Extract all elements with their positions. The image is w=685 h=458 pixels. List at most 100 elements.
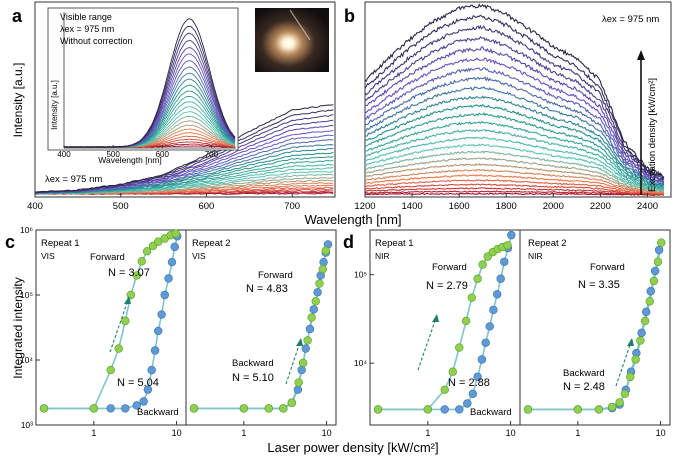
c-1-forward-point: [321, 246, 331, 255]
d-right-title: Repeat 2: [528, 238, 567, 249]
c-1-forward-point: [318, 264, 327, 274]
c-ytick-label-2: 10⁵: [20, 290, 33, 300]
c-right-backward-slope: N = 5.10: [232, 372, 274, 384]
d-ytick-label-0: 10⁴: [354, 358, 367, 368]
d-1-forward-point: [620, 389, 630, 399]
c-1-backward-point: [301, 344, 310, 353]
d-1-forward-point: [573, 405, 583, 414]
d-1-backward-point: [646, 287, 655, 296]
d-0-backward-fit: [378, 234, 513, 411]
c-0-forward-point: [121, 316, 130, 326]
b-curve-7: [364, 163, 665, 194]
inset-frame: [47, 7, 239, 151]
d-0-backward-point: [477, 355, 487, 364]
d-0-backward-point: [489, 305, 498, 315]
c-1-forward-point: [315, 279, 324, 288]
d-1-backward-point: [650, 266, 660, 276]
c-right-trend-arrowhead: [296, 338, 303, 346]
d-0-xtick-label-0: 1: [425, 428, 430, 438]
c-0-backward-point: [106, 404, 115, 413]
inset-text-correction: Without correction: [60, 36, 133, 46]
panel-d-label: d: [343, 232, 354, 252]
d-1-forward-point: [631, 355, 640, 364]
d-0-forward-point: [461, 316, 471, 326]
c-right-title: Repeat 2: [192, 238, 231, 249]
c-0-backward-point: [164, 274, 173, 283]
panel-c-plot: 10³ 10⁴ 10⁵ 10⁶ 1 10 1 10: [20, 225, 333, 438]
b-curve-2: [364, 187, 664, 196]
d-0-backward-point: [496, 274, 505, 283]
b-curve-16: [364, 95, 665, 187]
c-1-xtick-label-0: 1: [241, 428, 246, 438]
excitation-arrowhead: [637, 50, 645, 60]
d-1-forward-point: [645, 297, 654, 306]
b-curve-8: [364, 157, 665, 193]
panel-a-xticks: 400 500 600 700: [27, 193, 300, 212]
d-1-forward-point: [607, 402, 617, 412]
d-right-forward: Forward: [590, 262, 625, 273]
b-xtick-label-0: 1200: [354, 201, 375, 212]
panel-a: 400 500 600 700 a λex = 975 nm 400 500 600 700…: [12, 1, 336, 212]
inset-xtick-label-0: 400: [57, 150, 71, 159]
c-1-forward-point: [279, 404, 288, 413]
inset-xlabel: Wavelength [nm]: [98, 155, 161, 165]
c-0-backward-point: [132, 401, 141, 410]
panel-a-label: a: [12, 6, 23, 26]
d-left-sub: NIR: [375, 251, 390, 261]
c-0-forward-point: [106, 365, 115, 375]
d-0-forward-point: [473, 274, 482, 283]
c-1-forward-point: [287, 398, 297, 407]
c-1-backward-point: [309, 305, 318, 314]
d-1-forward-point: [653, 257, 663, 266]
d-0-backward-point: [473, 372, 482, 382]
b-xtick-label-3: 1800: [496, 201, 517, 212]
c-0-forward-point: [137, 257, 147, 266]
c-1-backward-point: [297, 365, 306, 375]
c-left-trend-arrowhead: [124, 296, 131, 304]
c-ytick-label-0: 10³: [21, 420, 33, 430]
bottom-ylabel: Integrated intensity: [11, 277, 25, 378]
c-1-forward-point: [264, 404, 273, 413]
c-1-forward-point: [307, 313, 316, 322]
d-0-backward-point: [440, 405, 449, 414]
c-0-forward-point: [89, 404, 99, 413]
d-0-backward-point: [485, 322, 494, 331]
sample-photo: [255, 8, 329, 72]
d-1-xtick-label-1: 10: [656, 428, 666, 438]
d-1-forward-point: [636, 336, 645, 345]
c-0-backward-fit: [44, 236, 179, 410]
d-1-forward-point: [626, 372, 635, 382]
inset-xticks: 400 500 600 700: [57, 12, 236, 159]
d-1-forward-point: [649, 276, 659, 286]
panel-a-frame: [34, 1, 336, 198]
inset-text-lambda: λex = 975 nm: [60, 24, 114, 34]
b-xtick-label-1: 1400: [402, 201, 423, 212]
c-0-forward-point: [114, 344, 123, 353]
inset-xtick-label-2: 600: [156, 150, 170, 159]
c-left-forward: Forward: [90, 252, 125, 263]
c-ytick-label-1: 10⁴: [20, 355, 33, 365]
c-0-backward-point: [150, 346, 160, 355]
panel-c: c 10³ 10⁴ 10⁵ 10⁶ 1 10 1 10 Repeat 1 VIS Forwar…: [5, 225, 337, 438]
c-1-forward-point: [311, 297, 320, 306]
c-0-backward-point: [157, 310, 166, 319]
c-left-forward-slope: N = 3.07: [108, 267, 150, 279]
d-0-backward-point: [468, 389, 478, 399]
c-left-trend-arrow: [109, 299, 129, 353]
c-0-backward-point: [139, 397, 148, 406]
d-0-backward-point: [463, 399, 472, 408]
panel-a-inset: 400 500 600 700 Visible range λex = 975 nm …: [47, 7, 239, 165]
c-0-backward-point: [160, 290, 169, 300]
d-right-trend-arrow: [615, 341, 632, 387]
c-0-xtick-label-0: 1: [91, 428, 96, 438]
c-left-backward-slope: N = 5.04: [117, 377, 159, 389]
c-0-backward-point: [167, 257, 177, 267]
a-curve-14: [35, 155, 334, 194]
panel-b: 1200 1400 1600 1800 2000 2200 2400 b λex = 975…: [344, 1, 672, 212]
c-1-backward-point: [305, 324, 315, 334]
c-0-backward-point: [143, 385, 153, 394]
c-1-backward-point: [293, 385, 303, 394]
d-1-forward-point: [523, 405, 533, 414]
c-0-backward-point: [121, 404, 130, 413]
